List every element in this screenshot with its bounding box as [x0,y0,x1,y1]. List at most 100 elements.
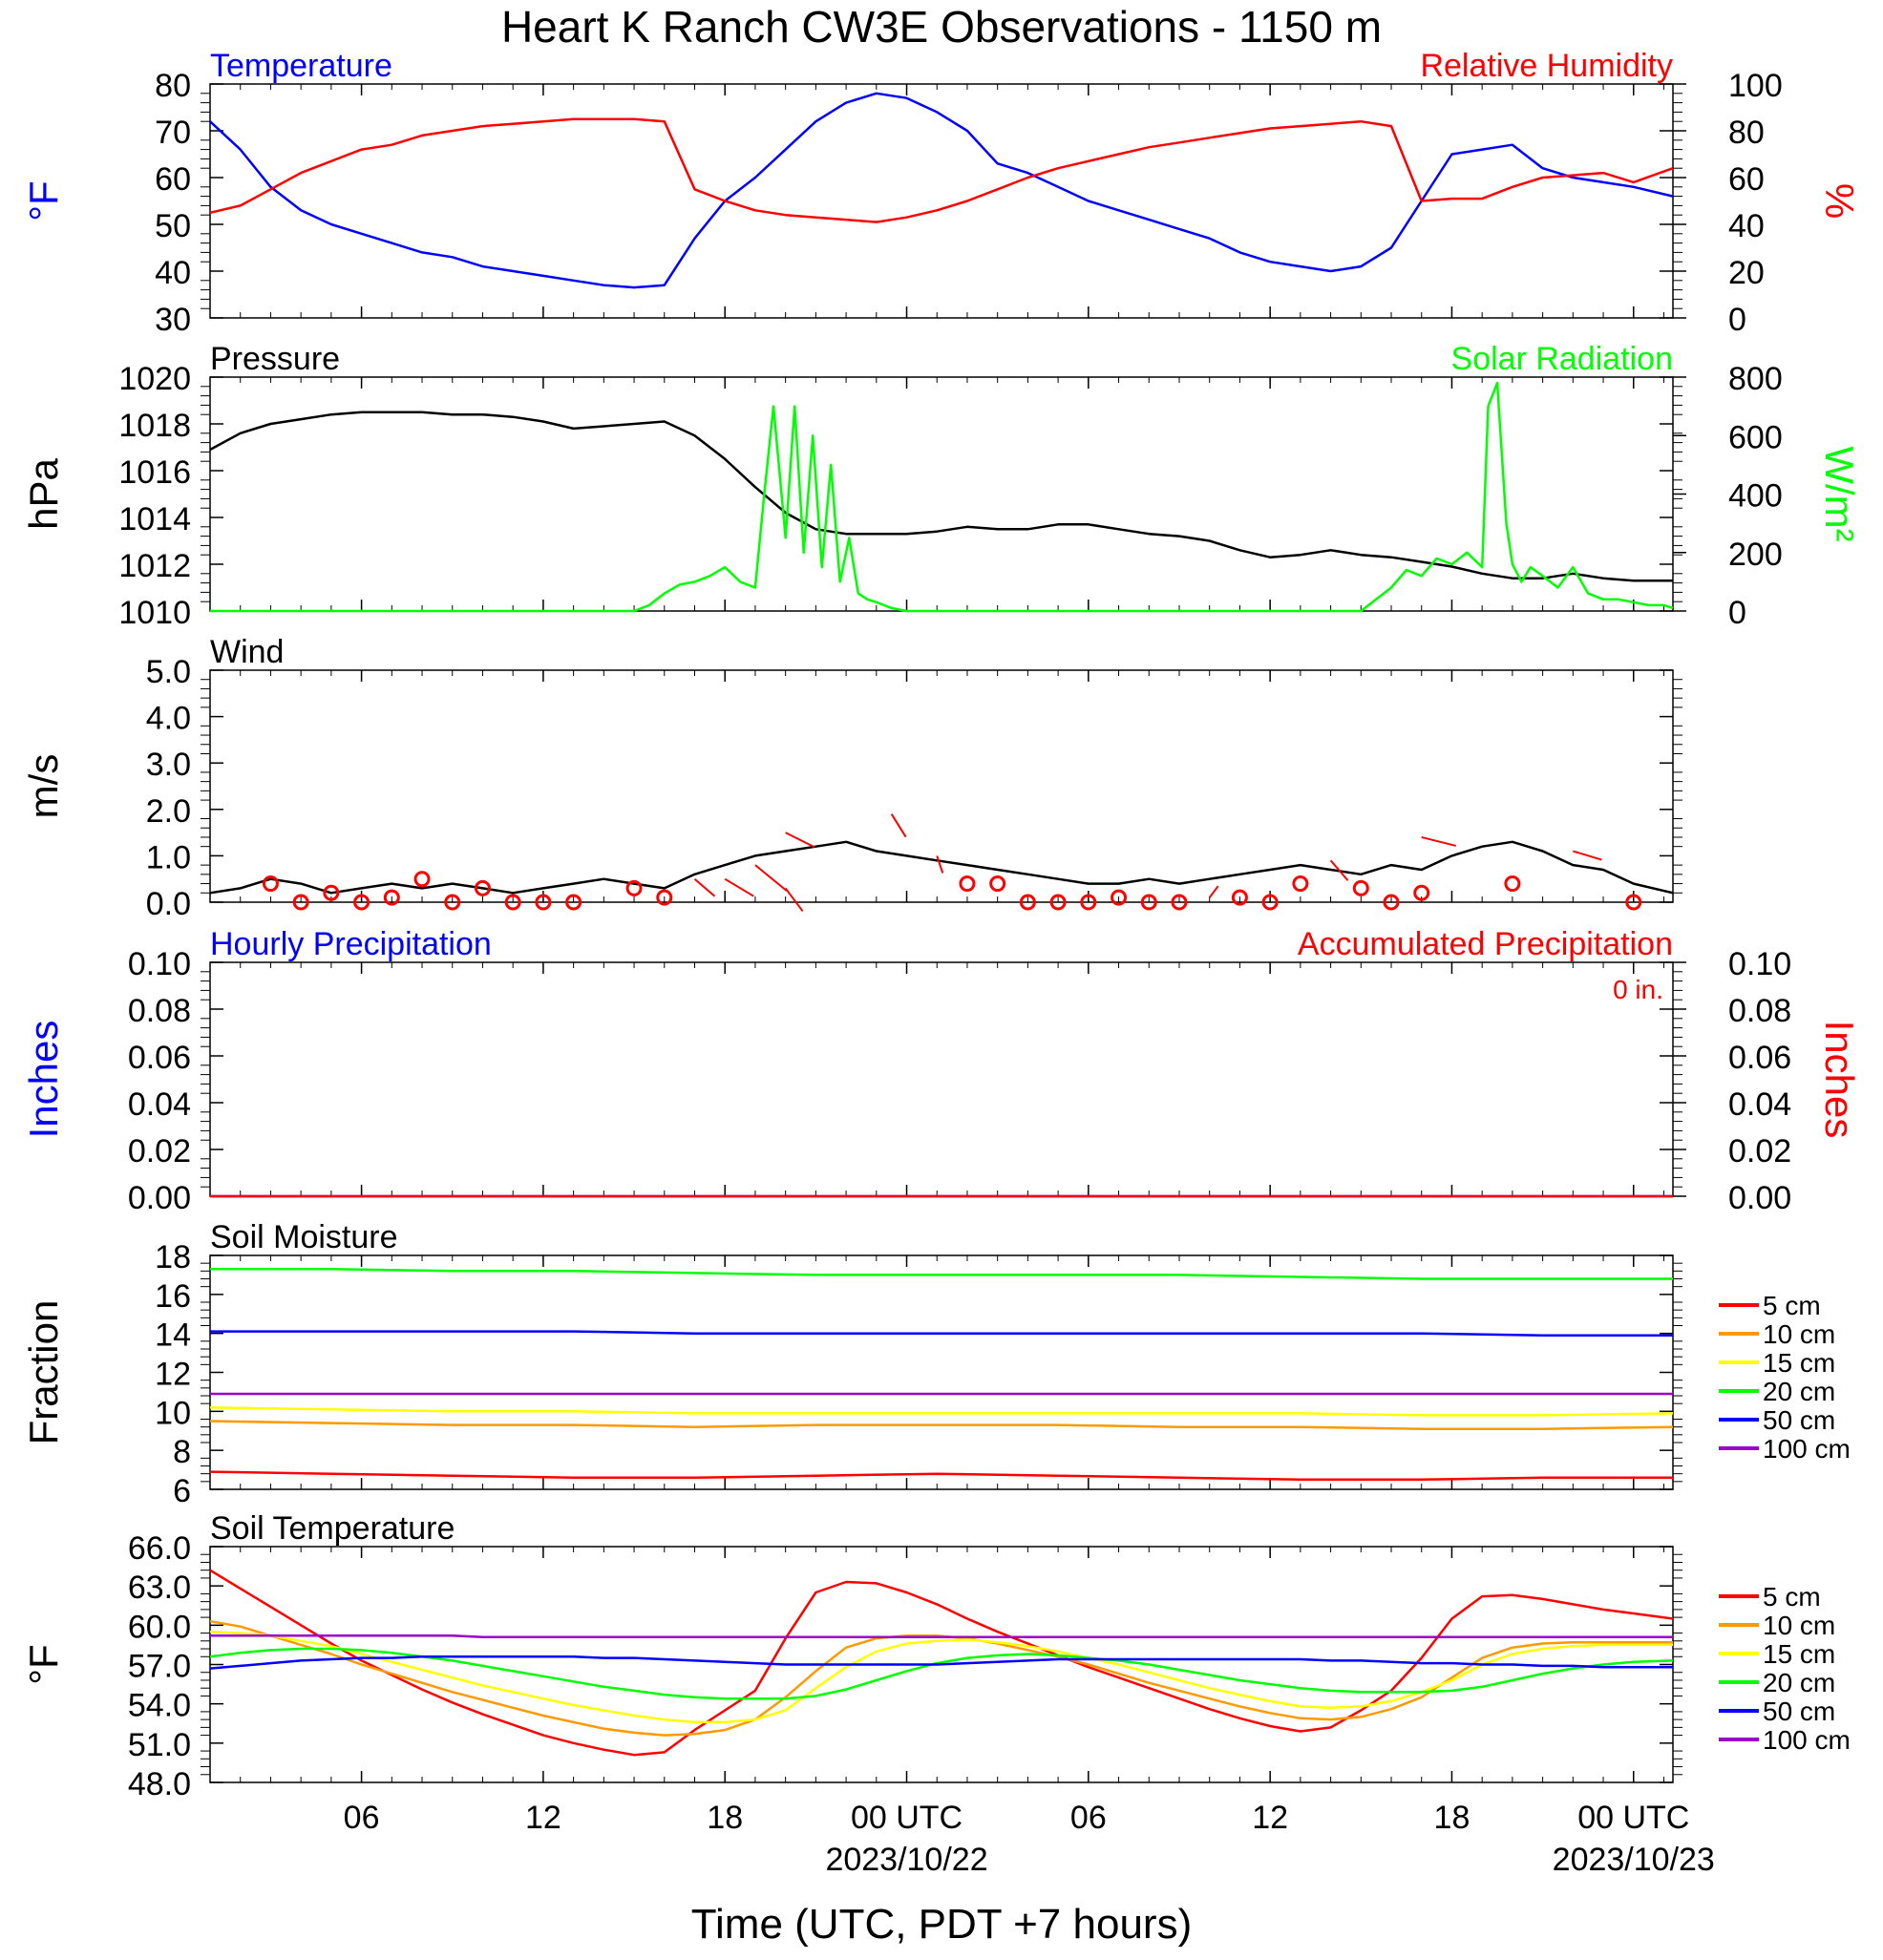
x-tick-label: 00 UTC [1577,1800,1689,1836]
y-tick-label: 1010 [118,595,191,631]
figure-title: Heart K Ranch CW3E Observations - 1150 m [501,2,1382,52]
y-tick-label: 4.0 [146,701,191,737]
y-right-tick-label: 100 [1728,68,1783,104]
wind-obs-marker [959,875,976,893]
wind-barb [1573,850,1602,861]
y-right-tick-label: 0.02 [1728,1133,1791,1170]
panel-left-label: Temperature [210,48,392,84]
wind-obs-marker [1261,894,1279,911]
y-right-tick-label: 200 [1728,537,1783,573]
y-tick-label: 50 [155,208,191,244]
y-right-tick-label: 0 [1728,302,1746,338]
wind-obs-marker [535,894,552,911]
panel-left-label: Soil Temperature [210,1510,455,1547]
y-right-axis-title: % [1817,183,1862,219]
wind-obs-marker [292,894,309,911]
y-tick-label: 60.0 [128,1609,191,1645]
y-right-tick-label: 0.04 [1728,1086,1791,1123]
y-tick-label: 54.0 [128,1688,191,1724]
y-tick-label: 1018 [118,408,191,444]
y-tick-label: 40 [155,255,191,291]
x-axis-label: Time (UTC, PDT +7 hours) [691,1901,1192,1948]
y-tick-label: 30 [155,302,191,338]
wind-barb [724,877,754,897]
x-tick-label: 06 [344,1800,380,1836]
series-line-solar-radiation [210,381,1674,613]
series-line-15-cm [209,1406,1674,1417]
wind-obs-marker [444,894,461,911]
y-right-tick-label: 60 [1728,161,1765,198]
legend-label: 20 cm [1763,1377,1835,1406]
legend-label: 100 cm [1763,1725,1851,1755]
wind-obs-marker [565,894,582,911]
legend-label: 10 cm [1763,1611,1835,1640]
panel-pressure_solar: 1010 1012 1014 1016 1018 1020 0 200 400 600 800 Pre… [21,341,1862,631]
wind-obs-marker [1292,875,1309,893]
plot-frame [209,83,1674,319]
y-tick-label: 70 [155,115,191,151]
y-tick-label: 5.0 [146,654,191,690]
y-right-tick-label: 0.06 [1728,1040,1791,1076]
y-right-tick-label: 0.00 [1728,1180,1791,1216]
panel-right-label: Relative Humidity [1420,48,1673,84]
wind-obs-marker [1231,889,1248,906]
y-tick-label: 0.02 [128,1133,191,1170]
y-tick-label: 0.0 [146,886,191,922]
y-tick-label: 48.0 [128,1766,191,1802]
y-tick-label: 1016 [118,454,191,491]
series-line-relative-humidity [209,117,1674,223]
y-tick-label: 1.0 [146,839,191,875]
wind-obs-marker [1352,879,1369,896]
x-tick-label: 12 [525,1800,561,1836]
series-line-50-cm [209,1655,1673,1670]
y-tick-label: 80 [155,68,191,104]
panel-precip: 0.00 0.02 0.04 0.06 0.08 0.10 0.00 0.02 0.04 0.06… [21,926,1862,1216]
panel-soil_temp: 48.051.054.057.0 60.063.066.0 Soil Tempera… [21,1510,1851,1802]
series-line-50-cm [210,1330,1673,1337]
series-line-10-cm [209,1420,1674,1430]
y-tick-label: 0.10 [128,946,191,982]
wind-obs-marker [1140,894,1157,911]
y-tick-label: 1014 [118,501,191,537]
series-line-5-cm [209,1470,1673,1482]
wind-obs-marker [1111,889,1128,906]
wind-barb [693,877,716,897]
wind-barb [784,887,804,913]
y-tick-label: 10 [155,1395,191,1431]
y-right-tick-label: 80 [1728,115,1765,151]
y-right-tick-label: 40 [1728,208,1765,244]
wind-barb [936,855,944,874]
legend-label: 50 cm [1763,1405,1835,1435]
wind-barb [890,813,907,838]
panel-left-label: Hourly Precipitation [210,926,492,962]
y-tick-label: 63.0 [128,1570,191,1606]
legend-label: 50 cm [1763,1697,1835,1726]
x-tick-label: 18 [707,1800,743,1836]
wind-obs-marker [353,894,370,911]
y-right-tick-label: 0.08 [1728,993,1791,1029]
y-tick-label: 6 [173,1473,191,1509]
y-tick-label: 1020 [118,361,191,397]
y-right-tick-label: 400 [1728,478,1783,515]
wind-obs-marker [383,889,400,906]
panel-left-label: Wind [210,634,284,670]
y-right-axis-title: Inches [1817,1021,1862,1139]
x-tick-date: 2023/10/23 [1553,1842,1715,1878]
y-tick-label: 0.00 [128,1180,191,1216]
y-tick-label: 66.0 [128,1530,191,1567]
series-line-100-cm [210,1634,1673,1638]
y-tick-label: 1012 [118,548,191,584]
series-line-10-cm [209,1619,1673,1737]
legend-label: 20 cm [1763,1668,1835,1697]
panel-wind: 0.0 1.0 2.0 3.0 4.0 5.0 Wind m/s [21,634,1682,922]
x-tick-label: 12 [1252,1800,1288,1836]
y-axis-title: Fraction [21,1300,66,1445]
wind-obs-marker [1413,884,1430,901]
wind-obs-marker [1019,894,1036,911]
legend-label: 100 cm [1763,1434,1851,1464]
wind-obs-marker [323,884,340,901]
y-tick-label: 16 [155,1278,191,1315]
panel-right-label: Solar Radiation [1451,341,1673,377]
y-right-tick-label: 800 [1728,361,1783,397]
